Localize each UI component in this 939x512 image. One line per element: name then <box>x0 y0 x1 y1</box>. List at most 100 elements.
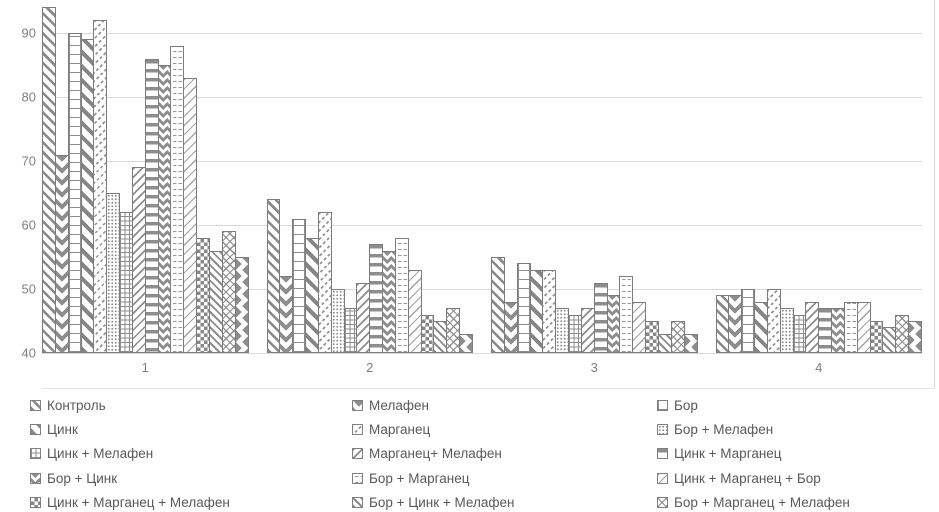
bar-series-7-group-1 <box>119 212 133 353</box>
bar-series-10-group-2 <box>382 250 396 353</box>
bar-series-12-group-3 <box>632 301 647 353</box>
plot-right-border <box>934 0 935 388</box>
legend-item: Цинк + Марганец + Мелафен <box>30 495 352 510</box>
legend: Контроль Мелафен Бор Цинк Марганец Бор + Мела… <box>30 393 935 512</box>
bar-series-2-group-4 <box>728 295 743 353</box>
legend-pattern-swatch-icon <box>352 448 363 460</box>
legend-pattern-swatch-icon <box>352 472 363 484</box>
bar-series-5-group-1 <box>93 20 108 353</box>
legend-item: Мелафен <box>352 398 657 413</box>
bar-series-12-group-1 <box>183 77 198 353</box>
legend-pattern-swatch-icon <box>30 496 41 508</box>
legend-pattern-swatch-icon <box>30 423 41 435</box>
legend-label: Марганец <box>369 421 431 437</box>
legend-item: Бор <box>657 398 935 413</box>
bar-series-3-group-3 <box>516 263 531 353</box>
x-axis-tick-label: 1 <box>141 360 149 375</box>
y-axis-tick-label: 80 <box>21 89 36 105</box>
bar-group-2 <box>266 0 473 353</box>
bar-series-16-group-2 <box>459 333 473 353</box>
legend-item: Бор + Марганец <box>352 471 657 486</box>
bar-series-9-group-1 <box>144 58 159 353</box>
bar-series-13-group-2 <box>420 314 435 353</box>
bar-series-4-group-1 <box>80 39 95 353</box>
legend-label: Бор + Марганец <box>369 470 470 486</box>
bar-series-14-group-2 <box>433 321 448 353</box>
bar-group-3 <box>491 0 698 353</box>
legend-pattern-swatch-icon <box>657 448 668 460</box>
bar-series-6-group-3 <box>555 308 570 353</box>
legend-item: Контроль <box>30 398 352 413</box>
bar-groups <box>42 0 922 353</box>
legend-pattern-swatch-icon <box>30 448 41 460</box>
legend-label: Марганец+ Мелафен <box>369 446 502 462</box>
bar-series-5-group-4 <box>766 289 781 353</box>
y-axis-tick-label: 40 <box>21 345 36 361</box>
bar-series-4-group-4 <box>754 301 768 353</box>
gridline <box>42 161 922 162</box>
bar-series-11-group-2 <box>394 237 409 353</box>
bar-series-4-group-3 <box>529 269 544 353</box>
y-axis-tick-label: 50 <box>21 281 36 297</box>
bar-series-11-group-3 <box>619 276 634 353</box>
legend-pattern-swatch-icon <box>657 423 668 435</box>
bar-series-11-group-1 <box>170 45 185 353</box>
gridline <box>42 225 922 226</box>
y-axis-tick-label: 70 <box>21 153 36 169</box>
legend-item: Бор + Мелафен <box>657 422 935 437</box>
bar-series-4-group-2 <box>305 237 319 353</box>
bar-series-1-group-4 <box>715 295 730 353</box>
legend-label: Цинк + Марганец <box>674 446 782 462</box>
legend-item: Бор + Марганец + Мелафен <box>657 495 935 510</box>
legend-pattern-swatch-icon <box>352 496 363 508</box>
bar-series-16-group-1 <box>234 257 249 353</box>
y-axis-tick-label: 60 <box>21 217 36 233</box>
legend-pattern-swatch-icon <box>657 496 668 508</box>
bar-series-8-group-1 <box>131 167 146 353</box>
bar-series-16-group-3 <box>683 333 698 353</box>
legend-pattern-swatch-icon <box>352 399 363 411</box>
bar-group-1 <box>42 0 249 353</box>
legend-label: Бор + Цинк <box>47 470 118 486</box>
bar-series-9-group-3 <box>593 282 608 353</box>
legend-item: Бор + Цинк + Мелафен <box>352 495 657 510</box>
bar-series-15-group-4 <box>895 314 910 353</box>
bar-series-7-group-3 <box>568 314 582 353</box>
bar-series-3-group-2 <box>292 218 307 353</box>
legend-item: Марганец <box>352 422 657 437</box>
legend-label: Бор + Мелафен <box>674 421 774 437</box>
legend-label: Цинк <box>47 421 78 437</box>
bar-series-13-group-3 <box>645 321 659 353</box>
gridline <box>42 33 922 34</box>
gridline <box>42 97 922 98</box>
legend-label: Цинк + Мелафен <box>47 446 154 462</box>
legend-item: Марганец+ Мелафен <box>352 446 657 461</box>
legend-item: Цинк + Марганец + Бор <box>657 471 935 486</box>
bar-series-10-group-1 <box>157 65 172 353</box>
legend-label: Бор + Марганец + Мелафен <box>674 494 850 510</box>
bar-series-6-group-1 <box>106 193 121 353</box>
x-axis-line <box>42 388 934 389</box>
x-axis-tick-label: 2 <box>366 360 374 375</box>
y-axis-tick-label: 90 <box>21 25 36 41</box>
legend-label: Бор <box>674 397 698 413</box>
legend-pattern-swatch-icon <box>30 472 41 484</box>
bar-series-7-group-4 <box>792 314 807 353</box>
legend-pattern-swatch-icon <box>352 423 363 435</box>
legend-label: Цинк + Марганец + Мелафен <box>47 494 230 510</box>
bar-series-2-group-2 <box>279 276 294 353</box>
bar-series-8-group-3 <box>580 308 595 353</box>
bar-series-15-group-1 <box>221 231 236 353</box>
bar-series-8-group-4 <box>805 301 820 353</box>
bar-series-8-group-2 <box>356 282 371 353</box>
bar-series-6-group-4 <box>779 308 794 353</box>
bar-series-10-group-4 <box>831 308 845 353</box>
bar-series-9-group-2 <box>369 244 384 353</box>
bar-series-11-group-4 <box>843 301 858 353</box>
x-axis: 1 2 3 4 <box>42 360 922 375</box>
legend-label: Бор + Цинк + Мелафен <box>369 494 515 510</box>
bar-series-15-group-2 <box>446 308 461 353</box>
plot-area: 40 50 60 70 80 90 1 2 3 4 <box>21 0 935 389</box>
bar-series-16-group-4 <box>908 321 922 353</box>
